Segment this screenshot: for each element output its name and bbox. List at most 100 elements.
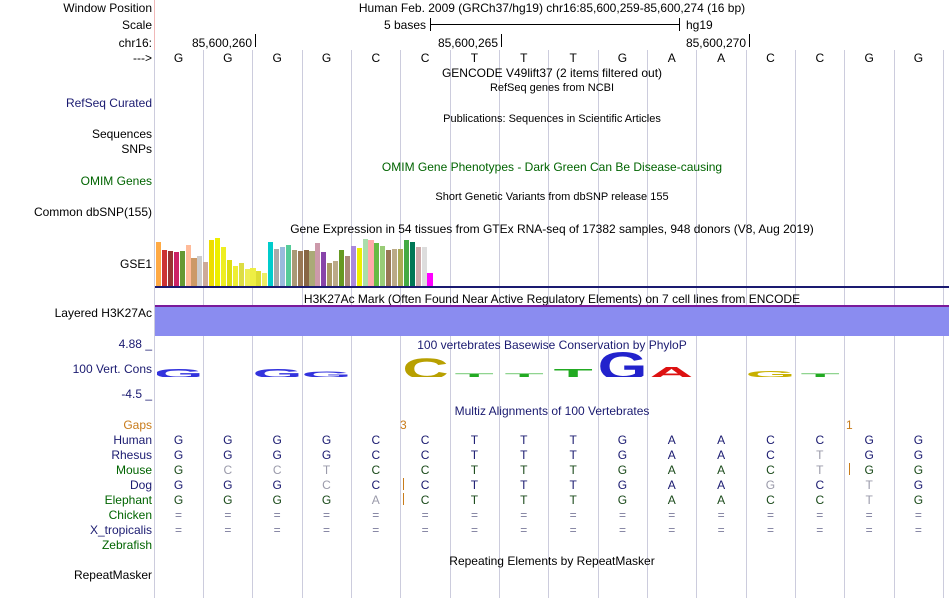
species-label[interactable]: Chicken: [108, 508, 152, 522]
snps-label[interactable]: SNPs: [121, 142, 152, 156]
alignment-base: C: [766, 433, 775, 447]
alignment-base: =: [865, 523, 873, 537]
alignment-base: G: [223, 493, 233, 507]
gtex-tissue-bar[interactable]: [238, 263, 244, 286]
layered-h3k27ac-label[interactable]: Layered H3K27Ac: [54, 306, 152, 320]
repeatmasker-label[interactable]: RepeatMasker: [73, 568, 152, 582]
gtex-tissue-bar[interactable]: [386, 250, 392, 286]
gtex-tissue-bar[interactable]: [244, 269, 250, 286]
gtex-tissue-bar[interactable]: [409, 242, 415, 286]
gtex-tissue-bar[interactable]: [315, 243, 321, 286]
gtex-tissue-bar[interactable]: [203, 262, 209, 286]
gtex-tissue-bar[interactable]: [427, 273, 433, 286]
alignment-base: G: [173, 448, 184, 462]
refseq-track-subtitle[interactable]: RefSeq genes from NCBI: [489, 82, 615, 94]
gtex-tissue-bar[interactable]: [191, 258, 197, 286]
coord-label-3: 85,600,270: [685, 36, 746, 50]
gencode-track-title[interactable]: GENCODE V49lift37 (2 items filtered out): [441, 66, 663, 80]
alignment-base: =: [816, 508, 824, 522]
gtex-tissue-bar[interactable]: [173, 252, 179, 286]
window-position-value[interactable]: Human Feb. 2009 (GRCh37/hg19) chr16:85,6…: [358, 1, 746, 15]
publications-track-title[interactable]: Publications: Sequences in Scientific Ar…: [443, 113, 661, 125]
gtex-tissue-bar[interactable]: [274, 249, 280, 286]
gtex-tissue-bar[interactable]: [268, 242, 274, 286]
gtex-tissue-bar[interactable]: [226, 260, 232, 286]
species-label[interactable]: X_tropicalis: [89, 523, 152, 537]
gtex-tissue-bar[interactable]: [368, 240, 374, 286]
gtex-tissue-bar[interactable]: [421, 247, 427, 286]
gtex-tissue-bar[interactable]: [256, 271, 262, 286]
gtex-tissue-bar[interactable]: [356, 248, 362, 286]
coord-tick-3: [749, 34, 750, 47]
alignment-base: T: [569, 493, 577, 507]
omim-track-title[interactable]: OMIM Gene Phenotypes - Dark Green Can Be…: [381, 160, 723, 174]
gtex-tissue-bar[interactable]: [279, 247, 286, 286]
alignment-base: =: [470, 523, 478, 537]
species-label[interactable]: Rhesus: [111, 448, 152, 462]
gtex-tissue-bar[interactable]: [415, 247, 421, 286]
gtex-tissue-bar[interactable]: [291, 250, 297, 286]
conservation-track-title[interactable]: 100 vertebrates Basewise Conservation by…: [417, 338, 687, 352]
gtex-tissue-bar[interactable]: [285, 245, 291, 286]
alignment-base: =: [224, 523, 232, 537]
gtex-tissue-bar[interactable]: [232, 266, 238, 286]
gtex-tissue-bar[interactable]: [156, 242, 162, 286]
conservation-logo-letter: G: [748, 370, 792, 377]
gtex-tissue-bar[interactable]: [250, 268, 256, 286]
gtex-tissue-bar[interactable]: [179, 251, 185, 286]
gaps-label[interactable]: Gaps: [123, 418, 152, 432]
species-label[interactable]: Mouse: [115, 463, 152, 477]
alignment-base: T: [322, 463, 331, 477]
gtex-tissue-bar[interactable]: [327, 263, 333, 286]
refseq-curated-label[interactable]: RefSeq Curated: [65, 96, 152, 110]
multiz-track-title[interactable]: Multiz Alignments of 100 Vertebrates: [454, 404, 650, 418]
conservation-logo-letter: A: [649, 365, 694, 377]
gtex-tissue-bar[interactable]: [262, 273, 268, 286]
alignment-base: C: [371, 448, 381, 462]
h3k27ac-track-title[interactable]: H3K27Ac Mark (Often Found Near Active Re…: [303, 292, 801, 306]
gtex-tissue-bar[interactable]: [185, 245, 191, 286]
gtex-tissue-bar[interactable]: [309, 251, 315, 286]
sequences-label[interactable]: Sequences: [91, 127, 152, 141]
alignment-base: C: [815, 478, 825, 492]
species-label[interactable]: Dog: [129, 478, 152, 492]
species-label[interactable]: Human: [113, 433, 152, 447]
gtex-tissue-bar[interactable]: [350, 246, 356, 286]
gtex-tissue-bar[interactable]: [362, 239, 368, 286]
gtex-tissue-bar[interactable]: [392, 249, 398, 286]
gtex-tissue-bar[interactable]: [344, 256, 350, 286]
gtex-tissue-bar[interactable]: [220, 247, 227, 286]
gtex-tissue-bar[interactable]: [321, 252, 327, 286]
dbsnp-track-title[interactable]: Short Genetic Variants from dbSNP releas…: [435, 191, 669, 203]
h3k27ac-signal-band[interactable]: [155, 305, 949, 336]
vert-cons-label[interactable]: 100 Vert. Cons: [72, 362, 152, 376]
gtex-tissue-bar[interactable]: [303, 250, 309, 286]
gtex-tissue-bar[interactable]: [215, 238, 221, 286]
gse1-label[interactable]: GSE1: [119, 257, 152, 271]
gtex-tissue-bar[interactable]: [333, 261, 339, 286]
sequence-base: C: [766, 51, 775, 65]
repeatmasker-track-title[interactable]: Repeating Elements by RepeatMasker: [449, 554, 655, 568]
gtex-tissue-bar[interactable]: [161, 250, 168, 286]
cons-min-label: -4.5 _: [121, 387, 152, 401]
species-label[interactable]: Elephant: [104, 493, 152, 507]
gtex-track-title[interactable]: Gene Expression in 54 tissues from GTEx …: [290, 222, 814, 236]
sequence-base: G: [173, 51, 184, 65]
insertion-mark-dog: [403, 478, 404, 490]
gtex-tissue-bar[interactable]: [297, 251, 303, 286]
alignment-base: T: [569, 433, 577, 447]
species-label[interactable]: Zebrafish: [101, 538, 152, 552]
sequence-base: G: [617, 51, 628, 65]
gtex-tissue-bar[interactable]: [397, 249, 404, 286]
gtex-tissue-bar[interactable]: [338, 250, 345, 286]
gtex-tissue-bar[interactable]: [374, 243, 380, 286]
gtex-tissue-bar[interactable]: [380, 246, 386, 286]
alignment-base: G: [223, 478, 233, 492]
gtex-tissue-bar[interactable]: [209, 240, 215, 286]
gtex-expression-bars[interactable]: [155, 236, 535, 286]
gtex-tissue-bar[interactable]: [403, 240, 409, 286]
gtex-tissue-bar[interactable]: [167, 251, 173, 286]
gtex-tissue-bar[interactable]: [197, 256, 203, 286]
omim-genes-label[interactable]: OMIM Genes: [80, 174, 152, 188]
common-dbsnp-label[interactable]: Common dbSNP(155): [33, 205, 152, 219]
